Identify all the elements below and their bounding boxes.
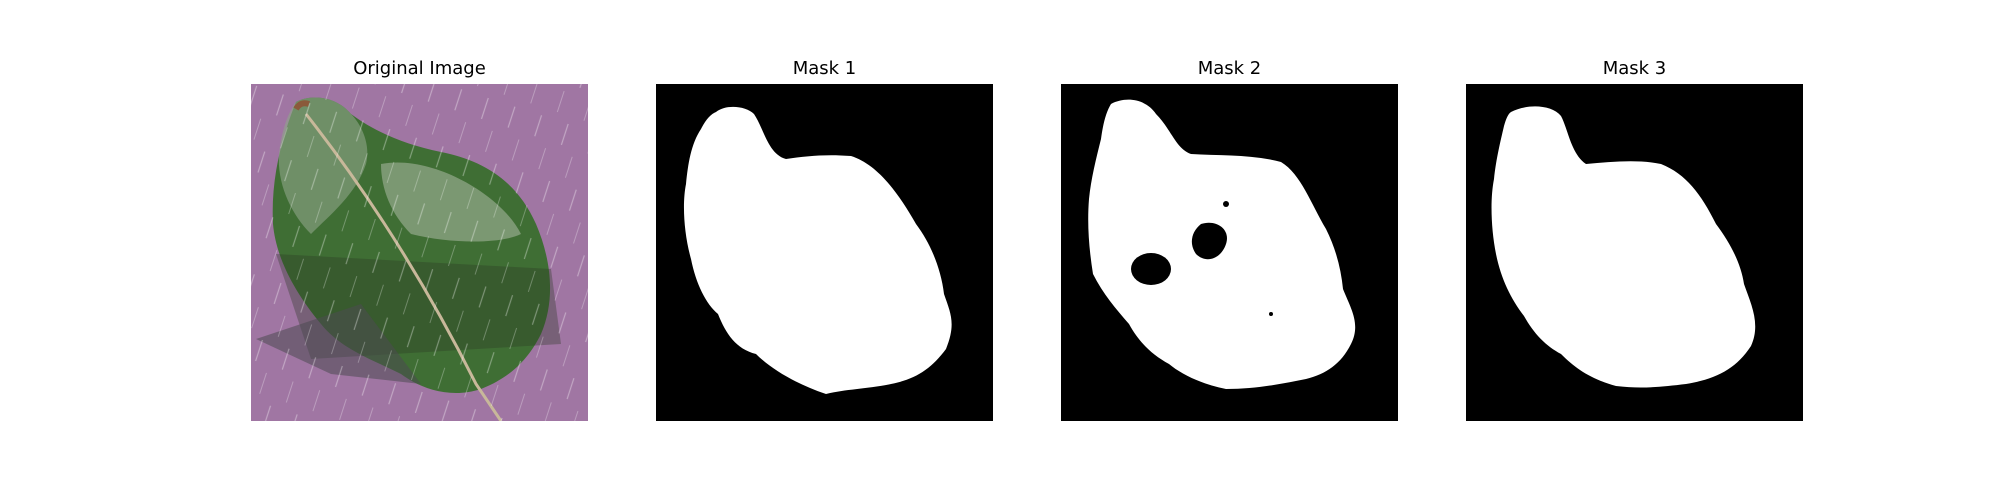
mask-3-image	[1466, 84, 1803, 421]
panel-title-original: Original Image	[353, 58, 486, 79]
mask-3-region	[1491, 106, 1756, 388]
mask-1-graphic	[656, 84, 993, 421]
mask-2-graphic	[1061, 84, 1398, 421]
original-image-graphic	[251, 84, 588, 421]
mask-2-hole	[1191, 222, 1227, 260]
panel-title-mask-2: Mask 2	[1197, 58, 1262, 79]
original-image	[251, 84, 588, 421]
mask-2-image	[1061, 84, 1398, 421]
mask-2-hole	[1131, 253, 1171, 285]
mask-1-image	[656, 84, 993, 421]
panel-title-mask-1: Mask 1	[792, 58, 857, 79]
panel-title-mask-3: Mask 3	[1602, 58, 1667, 79]
mask-3-graphic	[1466, 84, 1803, 421]
mask-1-region	[683, 106, 952, 395]
